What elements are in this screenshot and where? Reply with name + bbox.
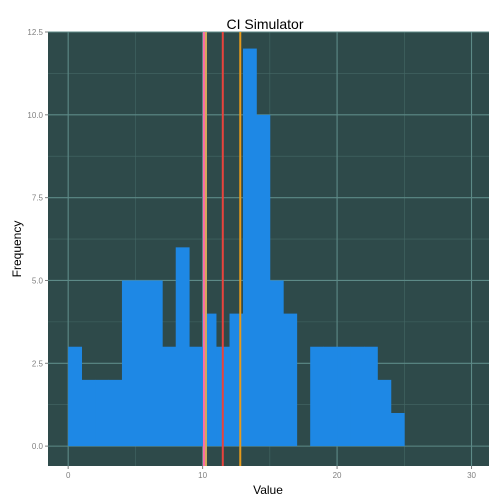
histogram-bar bbox=[390, 412, 405, 447]
histogram-bar bbox=[189, 346, 204, 447]
x-tick-label: 30 bbox=[467, 471, 476, 480]
histogram-bar bbox=[81, 379, 96, 447]
y-tick-label: 5.0 bbox=[32, 276, 44, 285]
histogram-bar bbox=[229, 313, 244, 447]
chart-title: CI Simulator bbox=[226, 16, 303, 32]
histogram-bar bbox=[350, 346, 365, 447]
histogram-bar bbox=[121, 280, 136, 447]
x-tick-label: 0 bbox=[66, 471, 71, 480]
y-axis-ticks: 0.0 2.5 5.0 7.5 10.0 12.5 bbox=[27, 28, 48, 451]
y-tick-label: 10.0 bbox=[27, 111, 43, 120]
x-axis-ticks: 0 10 20 30 bbox=[66, 466, 477, 480]
x-axis-label: Value bbox=[253, 483, 283, 497]
y-axis-label: Frequency bbox=[10, 221, 24, 278]
histogram-bar bbox=[310, 346, 325, 447]
y-tick-label: 7.5 bbox=[32, 194, 44, 203]
histogram-bar bbox=[135, 280, 150, 447]
histogram-bar bbox=[148, 280, 163, 447]
histogram-bar bbox=[95, 379, 109, 447]
y-tick-label: 12.5 bbox=[27, 28, 43, 37]
histogram-bar bbox=[68, 346, 83, 447]
histogram-bar bbox=[377, 379, 392, 447]
histogram-bar bbox=[337, 346, 351, 447]
reference-lines bbox=[202, 32, 242, 466]
x-tick-label: 20 bbox=[333, 471, 342, 480]
histogram-bar bbox=[283, 313, 298, 447]
histogram-bar bbox=[162, 346, 177, 447]
histogram-bar bbox=[175, 247, 190, 447]
histogram-bar bbox=[256, 114, 271, 447]
histogram-bar bbox=[108, 379, 123, 447]
x-tick-label: 10 bbox=[198, 471, 207, 480]
histogram-bar bbox=[242, 48, 257, 447]
y-tick-label: 2.5 bbox=[32, 359, 44, 368]
y-tick-label: 0.0 bbox=[32, 442, 44, 451]
histogram-bar bbox=[323, 346, 338, 447]
histogram-bar bbox=[269, 280, 284, 447]
histogram-bar bbox=[363, 346, 378, 447]
